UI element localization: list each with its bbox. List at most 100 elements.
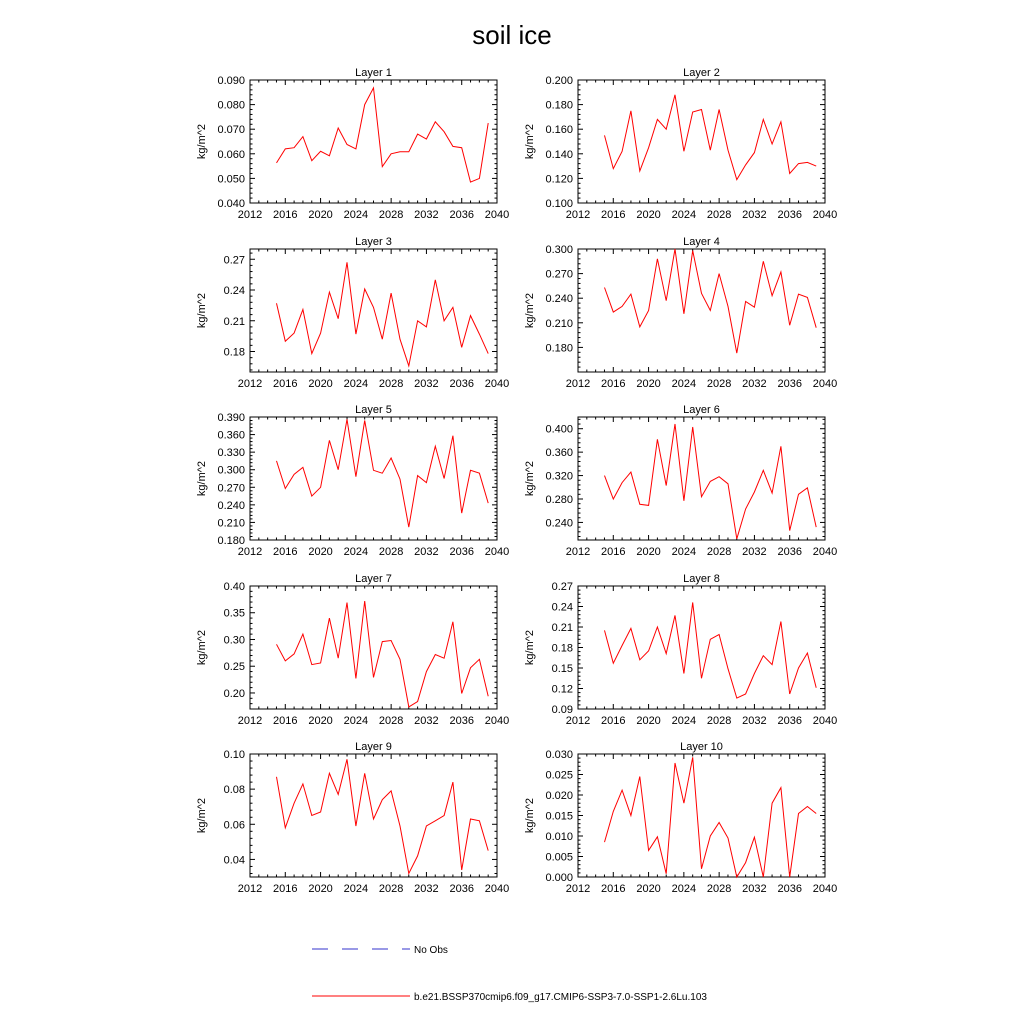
y-tick-label: 0.070 [217, 124, 245, 136]
y-tick-label: 0.040 [217, 198, 245, 210]
x-tick-label: 2016 [601, 546, 625, 558]
y-tick-label: 0.20 [224, 688, 245, 700]
plot-frame [249, 248, 498, 373]
x-tick-label: 2028 [379, 378, 403, 390]
y-axis-label: kg/m^2 [196, 630, 208, 665]
x-tick-label: 2016 [601, 883, 625, 895]
y-axis-label: kg/m^2 [524, 798, 536, 833]
x-tick-label: 2040 [485, 883, 509, 895]
panel-layer-9: Layer 9 2012 2016 2020 2024 2028 2032 2036 2040 0… [196, 741, 509, 895]
x-tick-label: 2024 [344, 378, 368, 390]
panel-title: Layer 10 [680, 741, 723, 753]
x-tick-label: 2032 [742, 715, 766, 727]
y-tick-label: 0.40 [224, 581, 245, 593]
x-tick-label: 2012 [238, 378, 262, 390]
y-tick-label: 0.27 [552, 581, 573, 593]
y-tick-label: 0.240 [217, 500, 245, 512]
x-tick-label: 2028 [379, 209, 403, 221]
x-tick-label: 2036 [777, 546, 801, 558]
plot-frame [249, 585, 498, 710]
y-tick-label: 0.200 [545, 75, 573, 87]
panel-title: Layer 6 [683, 404, 720, 416]
y-tick-label: 0.21 [552, 622, 573, 634]
x-tick-label: 2024 [344, 546, 368, 558]
x-tick-label: 2012 [238, 715, 262, 727]
y-tick-label: 0.400 [545, 424, 573, 436]
plot-frame [249, 416, 498, 541]
x-tick-label: 2040 [485, 546, 509, 558]
y-tick-label: 0.020 [545, 790, 573, 802]
y-tick-label: 0.240 [545, 517, 573, 529]
x-tick-label: 2036 [449, 715, 473, 727]
x-tick-label: 2032 [414, 883, 438, 895]
y-tick-label: 0.300 [545, 244, 573, 256]
x-tick-label: 2028 [707, 546, 731, 558]
y-axis-label: kg/m^2 [524, 461, 536, 496]
y-tick-label: 0.120 [545, 173, 573, 185]
x-tick-label: 2036 [777, 378, 801, 390]
y-tick-label: 0.21 [224, 316, 245, 328]
y-tick-label: 0.390 [217, 412, 245, 424]
y-tick-label: 0.25 [224, 661, 245, 673]
x-tick-label: 2020 [308, 715, 332, 727]
x-tick-label: 2012 [566, 546, 590, 558]
x-tick-label: 2012 [238, 883, 262, 895]
y-tick-label: 0.15 [552, 663, 573, 675]
x-tick-label: 2032 [742, 546, 766, 558]
x-tick-label: 2020 [636, 546, 660, 558]
y-tick-label: 0.12 [552, 684, 573, 696]
y-axis-label: kg/m^2 [196, 124, 208, 159]
x-tick-label: 2036 [449, 209, 473, 221]
x-tick-label: 2024 [672, 883, 696, 895]
panel-title: Layer 3 [355, 236, 392, 248]
x-tick-label: 2032 [742, 883, 766, 895]
y-axis-label: kg/m^2 [196, 293, 208, 328]
x-tick-label: 2040 [813, 546, 837, 558]
y-tick-label: 0.18 [224, 347, 245, 359]
y-tick-label: 0.240 [545, 293, 573, 305]
x-tick-label: 2020 [636, 378, 660, 390]
y-axis-label: kg/m^2 [524, 124, 536, 159]
panel-title: Layer 9 [355, 741, 392, 753]
legend-run-label: b.e21.BSSP370cmip6.f09_g17.CMIP6-SSP3-7.… [414, 992, 707, 1003]
series-line [604, 423, 817, 539]
x-tick-label: 2012 [238, 209, 262, 221]
x-tick-label: 2024 [672, 715, 696, 727]
x-tick-label: 2020 [308, 546, 332, 558]
series-line [276, 759, 489, 876]
y-tick-label: 0.270 [545, 269, 573, 281]
y-tick-label: 0.24 [552, 602, 573, 614]
x-tick-label: 2032 [742, 209, 766, 221]
panel-layer-2: Layer 2 2012 2016 2020 2024 2028 2032 2036 2040 0… [524, 67, 837, 221]
x-tick-label: 2040 [813, 883, 837, 895]
panel-title: Layer 7 [355, 573, 392, 585]
panels-grid: Layer 1 2012 2016 2020 2024 2028 2032 2036 2040 0… [196, 67, 837, 895]
series-line [604, 757, 817, 879]
x-tick-label: 2024 [672, 546, 696, 558]
x-tick-label: 2036 [777, 209, 801, 221]
y-tick-label: 0.10 [224, 749, 245, 761]
panel-layer-6: Layer 6 2012 2016 2020 2024 2028 2032 2036 2040 0… [524, 404, 837, 558]
y-tick-label: 0.35 [224, 608, 245, 620]
figure-title: soil ice [472, 20, 551, 50]
x-tick-label: 2028 [707, 715, 731, 727]
panel-layer-10: Layer 10 2012 2016 2020 2024 2028 2032 2036 2040… [524, 741, 837, 895]
y-tick-label: 0.210 [217, 517, 245, 529]
plot-frame [577, 416, 826, 541]
y-tick-label: 0.320 [545, 471, 573, 483]
x-tick-label: 2024 [672, 378, 696, 390]
series-line [604, 248, 817, 354]
y-tick-label: 0.010 [545, 831, 573, 843]
y-tick-label: 0.280 [545, 494, 573, 506]
y-axis-label: kg/m^2 [524, 293, 536, 328]
x-tick-label: 2036 [449, 883, 473, 895]
x-tick-label: 2012 [566, 378, 590, 390]
x-tick-label: 2040 [813, 715, 837, 727]
series-line [276, 600, 489, 708]
x-tick-label: 2024 [344, 715, 368, 727]
x-tick-label: 2032 [414, 209, 438, 221]
x-tick-label: 2032 [742, 378, 766, 390]
x-tick-label: 2024 [344, 209, 368, 221]
x-tick-label: 2020 [636, 883, 660, 895]
